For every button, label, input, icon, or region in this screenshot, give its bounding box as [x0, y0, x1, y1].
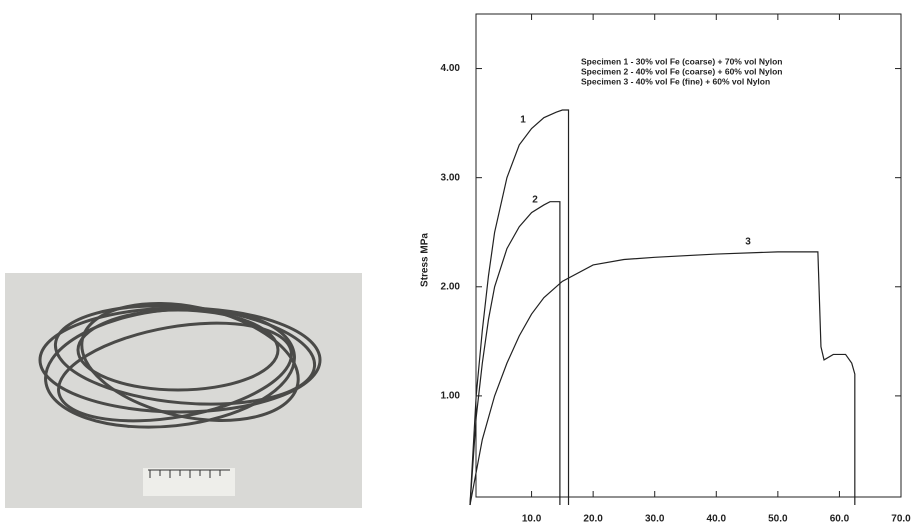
x-tick-label: 40.0 — [707, 514, 727, 525]
legend-entry: Specimen 3 - 40% vol Fe (fine) + 60% vol… — [581, 76, 770, 86]
curve-label: 2 — [532, 195, 538, 206]
x-tick-label: 50.0 — [768, 514, 788, 525]
legend-entry: Specimen 1 - 30% vol Fe (coarse) + 70% v… — [581, 56, 782, 66]
specimen-photo — [5, 273, 362, 508]
x-tick-label: 30.0 — [645, 514, 665, 525]
x-tick-label: 70.0 — [891, 514, 911, 525]
y-tick-label: 4.00 — [441, 63, 461, 74]
curve-label: 3 — [745, 237, 751, 248]
y-tick-label: 2.00 — [441, 281, 461, 292]
y-axis-label: Stress MPa — [420, 233, 431, 287]
y-tick-label: 1.00 — [441, 391, 461, 402]
line — [469, 251, 856, 506]
x-tick-label: 20.0 — [583, 514, 603, 525]
x-tick-label: 10.0 — [522, 514, 542, 525]
plot-frame — [475, 13, 902, 498]
legend-entry: Specimen 2 - 40% vol Fe (coarse) + 60% v… — [581, 66, 782, 76]
line — [469, 109, 570, 506]
curve-label: 1 — [520, 115, 526, 126]
x-tick-label: 60.0 — [830, 514, 850, 525]
y-tick-label: 3.00 — [441, 172, 461, 183]
line — [469, 201, 561, 506]
